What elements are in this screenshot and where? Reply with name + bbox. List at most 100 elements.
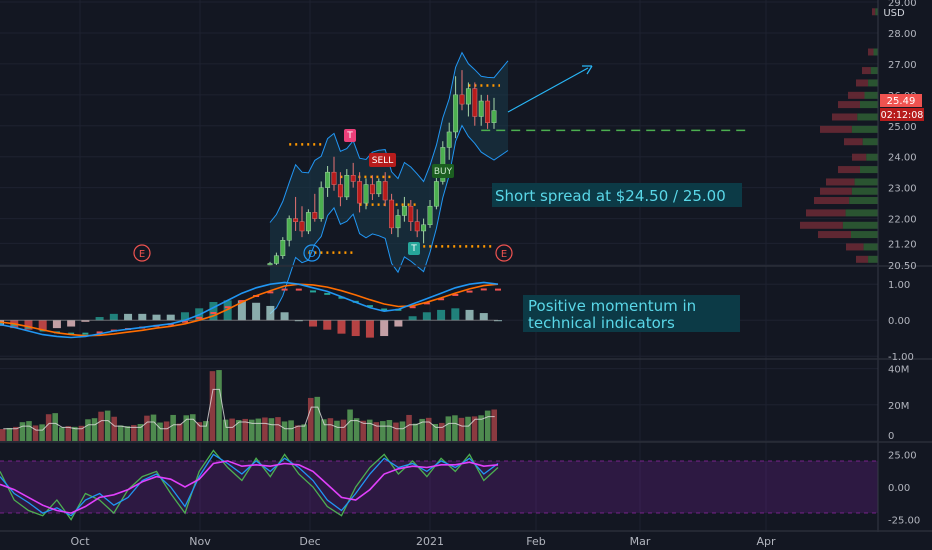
volume-bar <box>458 417 465 441</box>
volume-bar <box>65 426 72 441</box>
macd-histogram-bar <box>209 301 218 321</box>
macd-tick-label: -1.00 <box>888 352 914 363</box>
candle-body <box>389 199 395 229</box>
volume-bar <box>91 418 98 441</box>
price-tick-label: 20.50 <box>888 261 917 272</box>
volume-profile-bar <box>820 125 852 133</box>
macd-histogram-bar <box>24 320 33 330</box>
volume-profile-bar <box>860 166 878 174</box>
volume-profile-bar <box>800 221 843 229</box>
earnings-marker-circle <box>133 244 151 262</box>
volume-bar <box>288 420 294 441</box>
volume-profile-bar <box>838 101 860 109</box>
macd-histogram-bar <box>479 313 488 321</box>
volume-profile-bar <box>866 153 878 161</box>
volume-bar <box>111 416 117 441</box>
volume-bar <box>484 410 491 441</box>
macd-histogram-bar <box>323 320 332 330</box>
volume-bar <box>249 419 255 441</box>
volume-bar <box>301 424 307 441</box>
macd-histogram-bar <box>437 309 446 321</box>
candle-body <box>408 205 414 222</box>
macd-histogram-bar <box>180 312 189 321</box>
candle-body <box>433 181 439 207</box>
volume-bar <box>98 411 104 441</box>
volume-profile-bar <box>851 187 878 195</box>
candle-body <box>318 187 324 219</box>
candle-body <box>427 205 433 226</box>
volume-bar <box>373 422 380 441</box>
price-tick-label: 21.20 <box>888 239 917 250</box>
macd-histogram-bar <box>422 312 431 321</box>
candle-body <box>286 218 292 241</box>
bollinger-fill <box>270 52 508 314</box>
candle-body <box>382 181 388 201</box>
volume-bar <box>281 421 288 441</box>
sell-signal-box <box>369 153 396 167</box>
buy-signal: BUY <box>434 167 453 177</box>
candle-body <box>280 239 286 256</box>
volume-bar <box>190 414 196 441</box>
volume-profile-bar <box>864 91 878 99</box>
candle-body <box>465 88 471 105</box>
price-tick-label: 25.00 <box>888 122 917 133</box>
volume-bar <box>157 422 163 441</box>
volume-bar <box>255 418 262 441</box>
volume-bar <box>393 422 399 441</box>
macd-histogram-bar <box>451 308 460 321</box>
volume-bar <box>366 419 373 441</box>
macd-histogram-bar <box>52 320 61 329</box>
time-axis-label: Apr <box>756 535 776 548</box>
volume-profile-bar <box>846 243 864 251</box>
volume-profile-bar <box>868 79 878 87</box>
rsi-line-magenta <box>0 460 499 514</box>
candle-body <box>376 181 382 195</box>
volume-bar <box>45 414 52 441</box>
volume-bar <box>294 425 301 441</box>
macd-signal-line <box>0 283 499 337</box>
volume-bar <box>412 423 419 441</box>
volume-bar <box>235 420 242 441</box>
volume-profile-bar <box>873 48 878 56</box>
price-tick-label: 24.00 <box>888 153 917 164</box>
candle-body <box>478 100 484 117</box>
macd-histogram-bar <box>152 314 161 321</box>
volume-bar <box>85 419 91 441</box>
volume-ma-line <box>3 388 495 431</box>
volume-bar <box>314 396 321 441</box>
volume-bar <box>432 423 439 441</box>
candle-body <box>331 171 337 185</box>
volume-bar <box>176 423 183 441</box>
volume-bar <box>144 415 150 441</box>
volume-bar <box>334 420 340 441</box>
last-price-label: 25.49 <box>887 96 916 107</box>
volume-profile-bar <box>862 138 878 146</box>
price-tick-label: 23.00 <box>888 184 917 195</box>
macd-tick-label: 1.00 <box>888 280 910 291</box>
volume-bar <box>39 424 45 441</box>
volume-tick-label: 40M <box>888 365 909 376</box>
macd-histogram-bar <box>67 320 76 327</box>
momentum-annotation-line2: technical indicators <box>528 314 675 332</box>
volume-bar <box>380 421 386 441</box>
tag-marker-green: T <box>410 244 417 254</box>
volume-profile-bar <box>857 113 878 121</box>
volume-bar <box>406 414 412 441</box>
price-tick-label: 22.00 <box>888 215 917 226</box>
last-price-badge <box>880 94 922 107</box>
time-axis-label: Oct <box>70 535 90 548</box>
bollinger-upper <box>269 51 509 223</box>
spread-annotation: Short spread at $24.50 / 25.00 <box>495 187 726 205</box>
volume-profile-bar <box>860 101 878 109</box>
macd-line <box>0 281 499 339</box>
rsi-tick-label: 25.00 <box>888 450 917 461</box>
volume-profile-bar <box>845 209 878 217</box>
momentum-annotation-line1: Positive momentum in <box>528 297 696 315</box>
candle-body <box>446 131 452 148</box>
volume-bar <box>58 427 65 441</box>
countdown-badge <box>880 108 924 121</box>
volume-bar <box>222 419 229 441</box>
volume-bar <box>452 415 458 441</box>
candle-body <box>312 212 318 219</box>
